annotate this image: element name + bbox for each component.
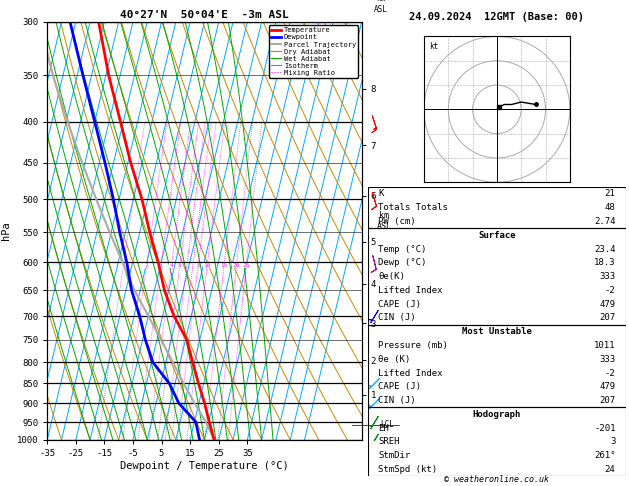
Text: © weatheronline.co.uk: © weatheronline.co.uk: [445, 474, 549, 484]
Text: PW (cm): PW (cm): [378, 217, 416, 226]
Text: 4: 4: [170, 263, 174, 268]
Text: StmSpd (kt): StmSpd (kt): [378, 465, 437, 474]
Text: 3: 3: [159, 263, 163, 268]
Text: 2.74: 2.74: [594, 217, 616, 226]
Text: θe (K): θe (K): [378, 355, 411, 364]
Text: Most Unstable: Most Unstable: [462, 327, 532, 336]
Text: 479: 479: [599, 300, 616, 309]
Text: -2: -2: [605, 286, 616, 295]
Text: SREH: SREH: [378, 437, 400, 446]
Text: Lifted Index: Lifted Index: [378, 286, 443, 295]
Y-axis label: km
ASL: km ASL: [377, 211, 392, 231]
Text: 8: 8: [196, 263, 200, 268]
Text: 20: 20: [233, 263, 240, 268]
Text: Totals Totals: Totals Totals: [378, 203, 448, 212]
Text: 10: 10: [203, 263, 211, 268]
Text: Pressure (mb): Pressure (mb): [378, 341, 448, 350]
Y-axis label: hPa: hPa: [1, 222, 11, 240]
Text: CAPE (J): CAPE (J): [378, 300, 421, 309]
Text: 1011: 1011: [594, 341, 616, 350]
Text: LCL: LCL: [381, 420, 394, 429]
Text: 21: 21: [605, 190, 616, 198]
Text: 1: 1: [121, 263, 125, 268]
Text: 5: 5: [178, 263, 182, 268]
X-axis label: Dewpoint / Temperature (°C): Dewpoint / Temperature (°C): [120, 461, 289, 470]
Text: 3: 3: [610, 437, 616, 446]
Text: 207: 207: [599, 396, 616, 405]
Text: StmDir: StmDir: [378, 451, 411, 460]
Text: 333: 333: [599, 272, 616, 281]
Text: CAPE (J): CAPE (J): [378, 382, 421, 391]
Text: 2: 2: [145, 263, 148, 268]
Text: 48: 48: [605, 203, 616, 212]
Text: 261°: 261°: [594, 451, 616, 460]
Text: 479: 479: [599, 382, 616, 391]
Text: 15: 15: [220, 263, 228, 268]
Text: 25: 25: [242, 263, 250, 268]
Text: CIN (J): CIN (J): [378, 313, 416, 322]
Legend: Temperature, Dewpoint, Parcel Trajectory, Dry Adiabat, Wet Adiabat, Isotherm, Mi: Temperature, Dewpoint, Parcel Trajectory…: [269, 25, 358, 78]
Text: Surface: Surface: [478, 231, 516, 240]
Text: Hodograph: Hodograph: [473, 410, 521, 419]
Text: K: K: [378, 190, 384, 198]
Text: 23.4: 23.4: [594, 244, 616, 254]
Text: Temp (°C): Temp (°C): [378, 244, 426, 254]
Text: -201: -201: [594, 424, 616, 433]
Text: kt: kt: [429, 42, 438, 51]
Text: θe(K): θe(K): [378, 272, 405, 281]
Text: 18.3: 18.3: [594, 259, 616, 267]
Text: 333: 333: [599, 355, 616, 364]
Text: Lifted Index: Lifted Index: [378, 368, 443, 378]
Text: 207: 207: [599, 313, 616, 322]
Text: 24: 24: [605, 465, 616, 474]
Text: -2: -2: [605, 368, 616, 378]
Title: 40°27'N  50°04'E  -3m ASL: 40°27'N 50°04'E -3m ASL: [120, 10, 289, 20]
Text: CIN (J): CIN (J): [378, 396, 416, 405]
Text: Dewp (°C): Dewp (°C): [378, 259, 426, 267]
Text: EH: EH: [378, 424, 389, 433]
Text: 24.09.2024  12GMT (Base: 00): 24.09.2024 12GMT (Base: 00): [409, 12, 584, 22]
Text: km
ASL: km ASL: [374, 0, 387, 14]
